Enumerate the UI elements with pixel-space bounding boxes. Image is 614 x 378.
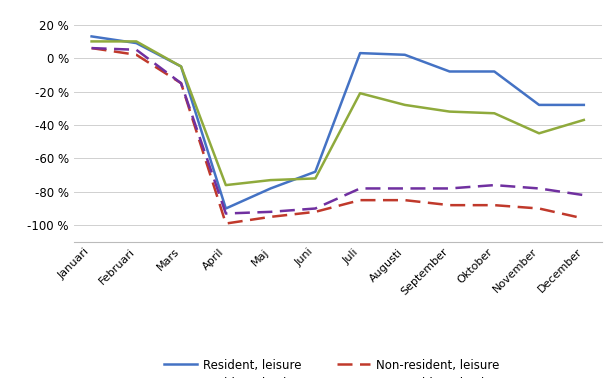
Resident, business — [177, 64, 185, 69]
Non-resident, business — [133, 48, 140, 52]
Non-resident, business — [177, 81, 185, 85]
Resident, leisure — [312, 169, 319, 174]
Non-resident, leisure — [88, 46, 95, 50]
Non-resident, business — [267, 209, 274, 214]
Resident, business — [491, 111, 498, 116]
Resident, business — [312, 176, 319, 181]
Resident, leisure — [222, 206, 230, 211]
Non-resident, business — [401, 186, 408, 191]
Resident, leisure — [177, 64, 185, 69]
Non-resident, business — [535, 186, 543, 191]
Resident, leisure — [491, 69, 498, 74]
Non-resident, leisure — [312, 209, 319, 214]
Resident, leisure — [580, 103, 588, 107]
Non-resident, business — [222, 211, 230, 216]
Resident, leisure — [535, 103, 543, 107]
Non-resident, leisure — [446, 203, 453, 208]
Resident, business — [88, 39, 95, 44]
Non-resident, leisure — [356, 198, 363, 202]
Non-resident, leisure — [535, 206, 543, 211]
Non-resident, leisure — [401, 198, 408, 202]
Non-resident, leisure — [267, 215, 274, 219]
Line: Resident, business: Resident, business — [91, 42, 584, 185]
Line: Non-resident, leisure: Non-resident, leisure — [91, 48, 584, 223]
Resident, business — [580, 118, 588, 122]
Non-resident, business — [356, 186, 363, 191]
Resident, leisure — [88, 34, 95, 39]
Resident, leisure — [133, 41, 140, 45]
Resident, leisure — [401, 53, 408, 57]
Non-resident, business — [446, 186, 453, 191]
Resident, business — [401, 103, 408, 107]
Resident, business — [133, 39, 140, 44]
Non-resident, leisure — [580, 216, 588, 221]
Non-resident, business — [491, 183, 498, 187]
Resident, business — [222, 183, 230, 187]
Non-resident, leisure — [222, 221, 230, 226]
Resident, leisure — [446, 69, 453, 74]
Resident, leisure — [267, 186, 274, 191]
Non-resident, business — [580, 193, 588, 197]
Line: Resident, leisure: Resident, leisure — [91, 36, 584, 209]
Non-resident, leisure — [177, 81, 185, 85]
Resident, business — [446, 109, 453, 114]
Resident, business — [267, 178, 274, 182]
Non-resident, business — [88, 46, 95, 50]
Non-resident, business — [312, 206, 319, 211]
Resident, business — [356, 91, 363, 96]
Non-resident, leisure — [491, 203, 498, 208]
Non-resident, leisure — [133, 53, 140, 57]
Legend: Resident, leisure, Resident, business, Non-resident, leisure, Non-resident, busi: Resident, leisure, Resident, business, N… — [164, 358, 511, 378]
Line: Non-resident, business: Non-resident, business — [91, 48, 584, 214]
Resident, business — [535, 131, 543, 136]
Resident, leisure — [356, 51, 363, 56]
